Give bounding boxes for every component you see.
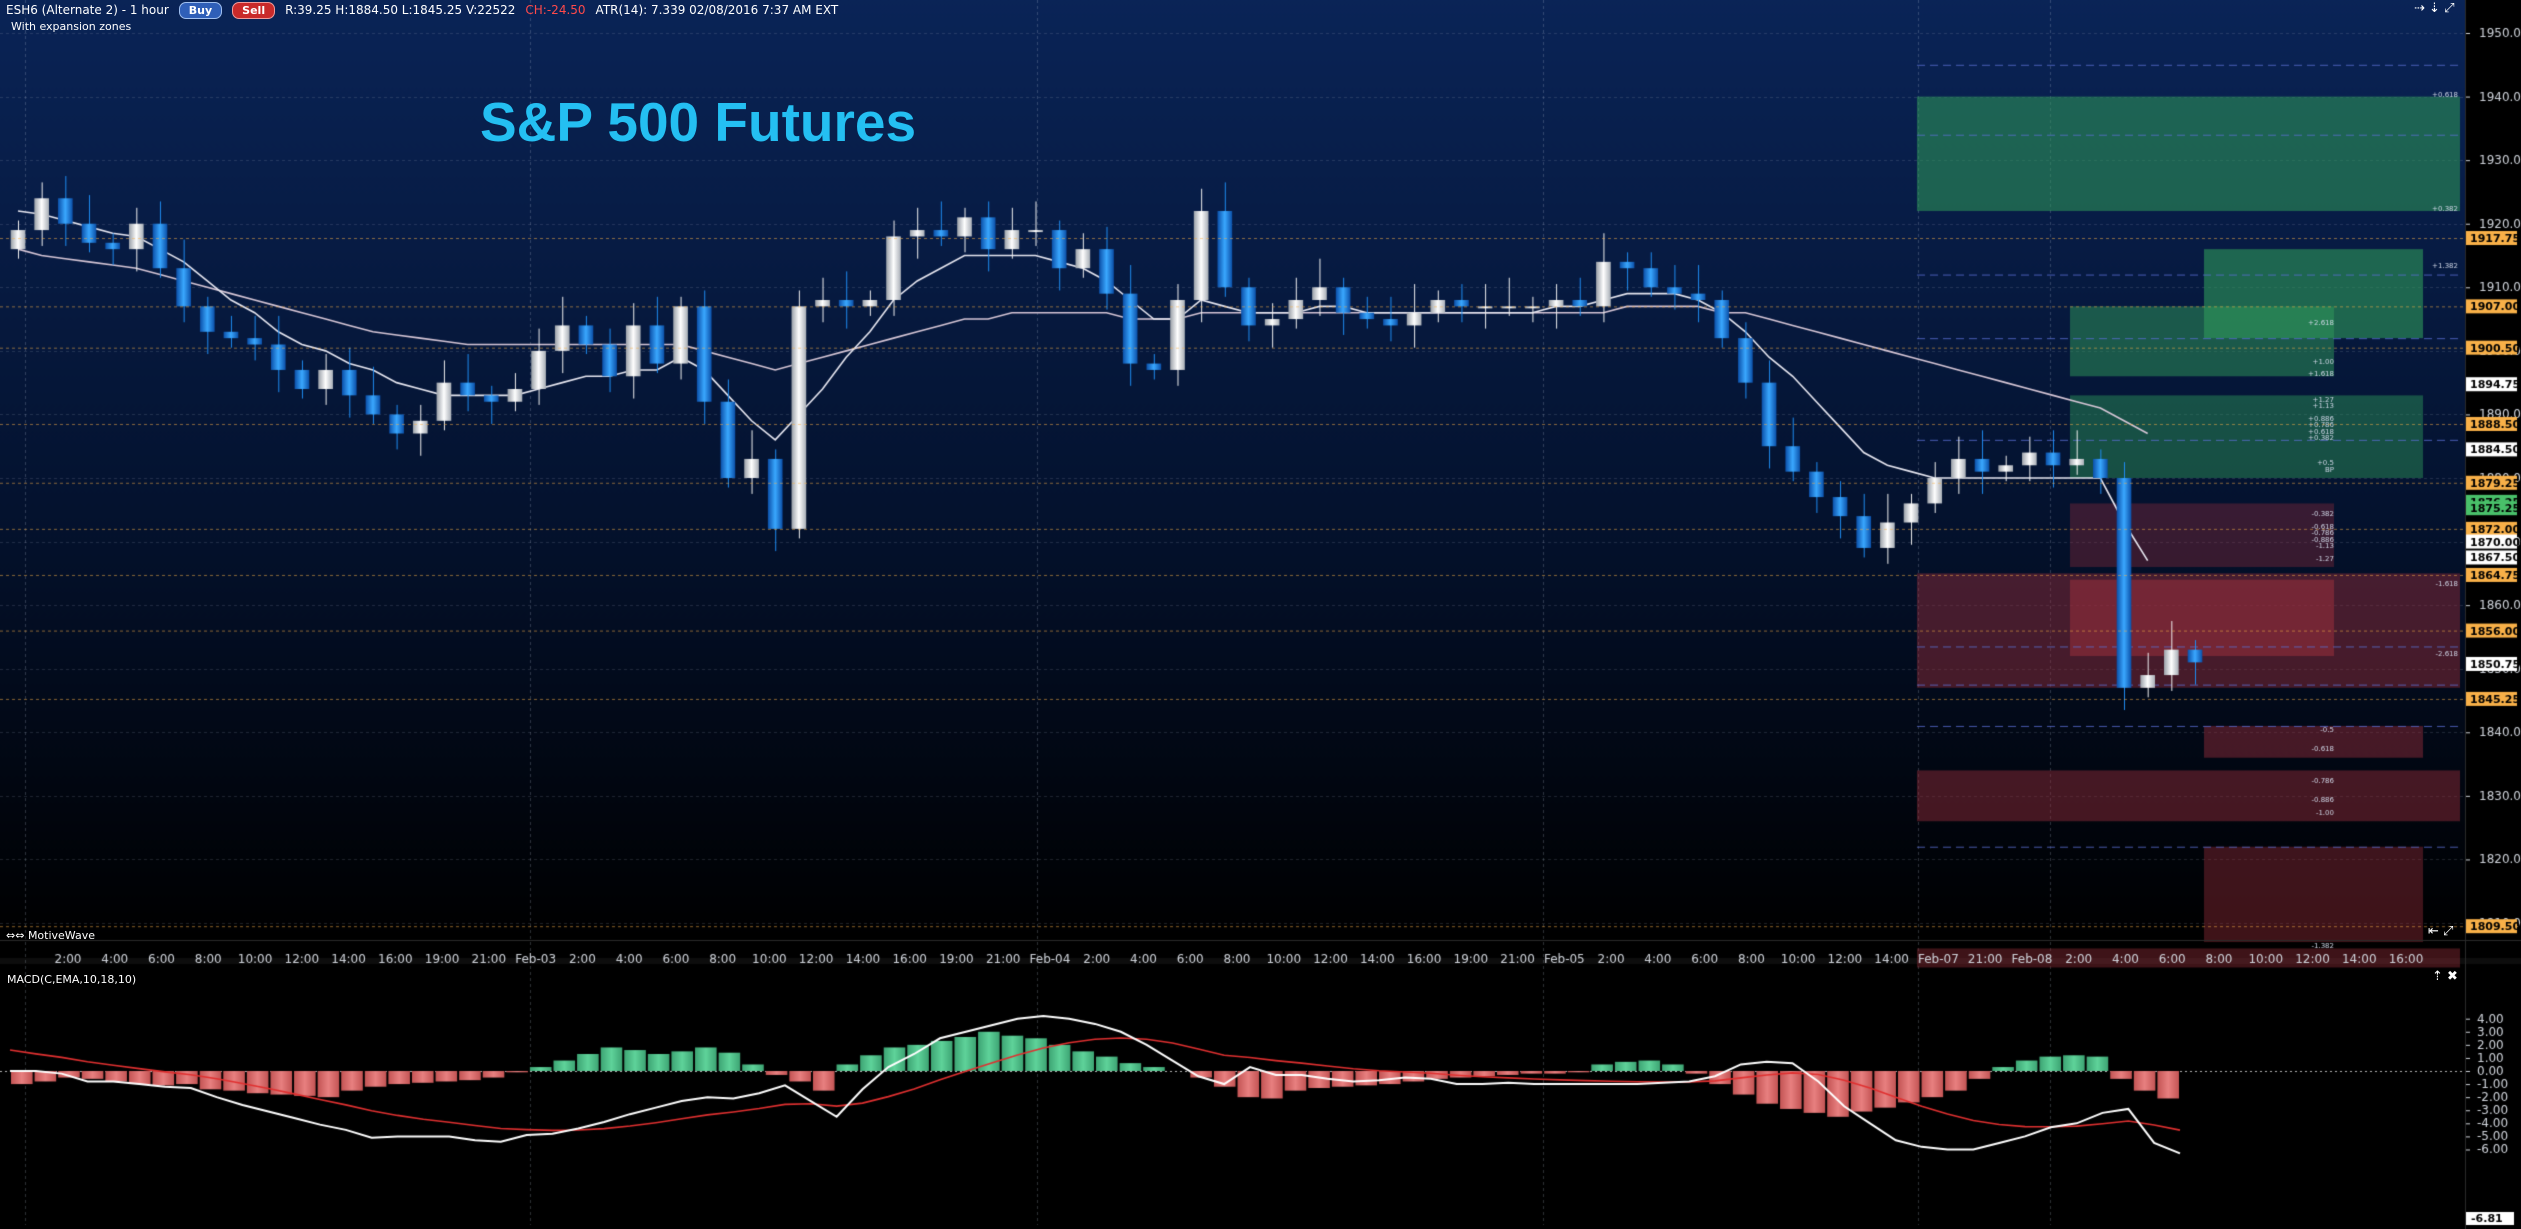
price-panel-controls[interactable]: ⇢ ⇣ ⤢ — [2414, 1, 2455, 16]
collapse-panel-controls[interactable]: ⇤ ⤢ — [2428, 924, 2453, 939]
chart-header: ESH6 (Alternate 2) - 1 hour Buy Sell R:3… — [6, 1, 838, 19]
close-icon[interactable]: ✖ — [2447, 969, 2458, 984]
buy-button[interactable]: Buy — [178, 1, 223, 19]
motivewave-label: ⇔⇔ MotiveWave — [6, 929, 95, 942]
move-down-icon[interactable]: ⇣ — [2429, 1, 2440, 16]
sell-button[interactable]: Sell — [232, 1, 276, 19]
maximize-icon-2[interactable]: ⤢ — [2443, 924, 2454, 939]
collapse-icon[interactable]: ⇤ — [2428, 924, 2439, 939]
expand-icon[interactable]: ⇢ — [2414, 1, 2425, 16]
ohlc-stats: R:39.25 H:1884.50 L:1845.25 V:22522 — [285, 3, 516, 17]
move-up-icon[interactable]: ⇡ — [2432, 969, 2443, 984]
study-subtitle: With expansion zones — [11, 20, 132, 33]
maximize-icon[interactable]: ⤢ — [2444, 1, 2455, 16]
atr-stats: ATR(14): 7.339 02/08/2016 7:37 AM EXT — [595, 3, 839, 17]
resize-arrows-icon[interactable]: ⇔⇔ — [6, 929, 25, 942]
brand-label: MotiveWave — [27, 929, 95, 942]
change-value: CH:-24.50 — [525, 3, 586, 17]
chart-title: S&P 500 Futures — [480, 91, 917, 153]
macd-panel-controls[interactable]: ⇡ ✖ — [2432, 969, 2458, 984]
macd-study-label: MACD(C,EMA,10,18,10) — [7, 973, 137, 986]
symbol-label: ESH6 (Alternate 2) - 1 hour — [6, 3, 169, 17]
